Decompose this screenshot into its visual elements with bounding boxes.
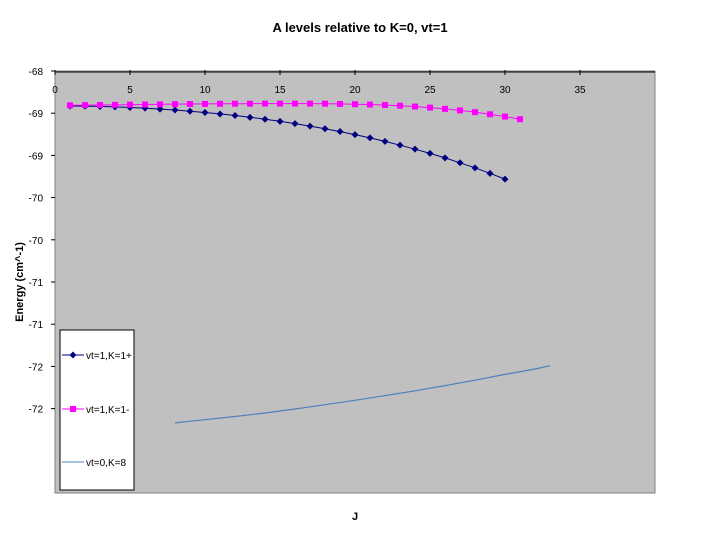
y-axis-title: Energy (cm^-1) [14,242,26,322]
series-1-point [336,128,344,136]
series-2-point [97,101,103,108]
series-2-point [217,100,223,107]
series-1-point [426,149,434,157]
x-tick-label: 0 [52,85,58,96]
series-2-point [82,102,88,109]
series-2-point [382,102,388,109]
series-1-point [411,145,419,153]
x-tick-label: 30 [499,85,511,96]
axes: 0 5 10 15 20 25 30 35 -68 -69 -69 -70 -70 -71 -71 -72 -7… [29,67,655,416]
series-2-point [397,102,403,109]
series-2-point [457,107,463,114]
series-2-point [202,100,208,107]
series-1-point [186,107,194,115]
series-2-point [187,101,193,108]
y-tick-label: -70 [29,194,44,205]
series-1-point [306,122,314,130]
series-1-point [396,141,404,149]
x-tick-label: 35 [574,85,586,96]
legend: vt=1,K=1+ vt=1,K=1- vt=0,K=8 [59,329,135,491]
x-tick-label: 20 [349,85,361,96]
series-2-point [322,100,328,107]
series-2-point [427,104,433,111]
series-1-point [471,164,479,172]
y-tick-label: -70 [29,236,44,247]
series-1-point [261,115,269,123]
series-1-point [456,159,464,167]
x-axis-title: J [352,511,358,523]
series-1-point [381,137,389,145]
x-tick-label: 25 [424,85,436,96]
series-2 [67,100,523,123]
series-2-point [502,113,508,120]
series-1-point [441,154,449,162]
series-2-point [232,100,238,107]
series-2-point [472,109,478,116]
series-2-point [367,101,373,108]
x-tick-label: 15 [274,85,286,96]
series-1-point [486,169,494,177]
series-2-point [247,100,253,107]
x-tick-label: 5 [127,85,133,96]
series-2-point [172,101,178,108]
y-tick-label: -71 [29,320,44,331]
y-tick-label: -72 [29,405,44,416]
series-3 [174,365,551,424]
legend-entry-1-label: vt=1,K=1+ [86,351,132,362]
series-2-point [277,100,283,107]
y-tick-label: -72 [29,362,44,373]
series-1-point [291,120,299,128]
y-tick-label: -69 [29,151,44,162]
series-1-point [276,117,284,125]
y-tick-label: -69 [29,109,44,120]
series-2-point [307,100,313,107]
series-2-point [412,103,418,110]
series-2-point [442,105,448,112]
series-2-point [337,100,343,107]
series-1-point [501,175,509,183]
series-2-point [142,101,148,108]
x-tick-label: 10 [199,85,211,96]
series-2-point [262,100,268,107]
series-2-point [67,102,73,109]
legend-entry-2-label: vt=1,K=1- [86,405,129,416]
series-1-point [216,110,224,118]
series-1-point [246,113,254,121]
legend-entry-1: vt=1,K=1+ [62,351,132,362]
series-1-point [171,106,179,114]
legend-entry-3-label: vt=0,K=8 [86,458,126,469]
y-tick-label: -68 [29,67,44,78]
series-2-point [487,111,493,118]
legend-entry-2-point [70,406,76,412]
series-2-point [292,100,298,107]
series-2-point [352,101,358,108]
plot-area [54,70,656,494]
series-2-point [112,101,118,108]
legend-entry-1-point [69,351,77,359]
series-2-point [517,116,523,123]
legend-entry-3: vt=0,K=8 [62,458,126,469]
series-1-point [366,134,374,142]
series-3-line [174,365,551,424]
legend-entry-2: vt=1,K=1- [62,405,129,416]
series-1-point [351,131,359,139]
series-layer [66,100,551,424]
chart-title: A levels relative to K=0, vt=1 [272,20,448,35]
series-1-point [201,108,209,116]
series-2-point [157,101,163,108]
series-1-point [231,112,239,120]
y-tick-label: -71 [29,278,44,289]
series-2-point [127,101,133,108]
series-1-point [321,125,329,133]
